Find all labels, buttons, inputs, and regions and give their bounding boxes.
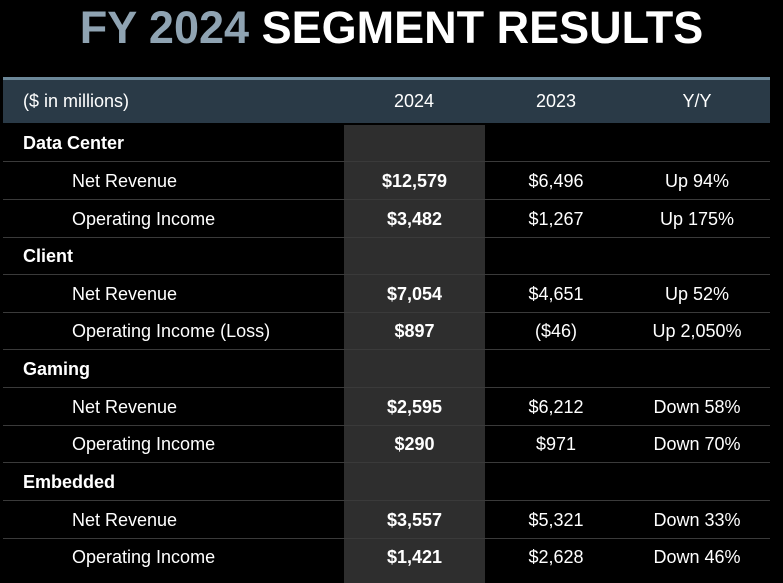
table-row: Net Revenue $3,557 $5,321 Down 33% <box>3 502 770 539</box>
segment-label: Embedded <box>23 472 116 492</box>
table-row: Net Revenue $12,579 $6,496 Up 94% <box>3 163 770 200</box>
value-2024: $3,557 <box>386 510 443 530</box>
value-2024: $290 <box>394 434 435 454</box>
title-main: SEGMENT RESULTS <box>261 2 704 53</box>
segment-row-gaming: Gaming <box>3 351 770 388</box>
segment-label: Client <box>23 246 74 266</box>
segment-row-embedded: Embedded <box>3 464 770 501</box>
value-2024: $1,421 <box>386 547 443 567</box>
table-row: Operating Income (Loss) $897 ($46) Up 2,… <box>3 313 770 350</box>
value-2023: $5,321 <box>528 510 584 530</box>
table-row: Net Revenue $2,595 $6,212 Down 58% <box>3 389 770 426</box>
value-2024: $12,579 <box>381 171 448 191</box>
value-yy: Down 33% <box>653 510 741 530</box>
table-row: Operating Income $3,482 $1,267 Up 175% <box>3 201 770 238</box>
title-prefix: FY 2024 <box>79 2 250 53</box>
value-2024: $3,482 <box>386 209 443 229</box>
row-label: Net Revenue <box>72 510 178 530</box>
value-yy: Up 175% <box>659 209 735 229</box>
table-header: ($ in millions) 2024 2023 Y/Y <box>3 77 770 123</box>
segment-row-client: Client <box>3 238 770 275</box>
value-2023: ($46) <box>534 321 578 341</box>
table-row: Operating Income $1,421 $2,628 Down 46% <box>3 539 770 576</box>
header-col-yy: Y/Y <box>682 91 712 111</box>
value-2024: $897 <box>394 321 435 341</box>
table-row: Net Revenue $7,054 $4,651 Up 52% <box>3 276 770 313</box>
header-units-label: ($ in millions) <box>23 91 130 111</box>
row-label: Net Revenue <box>72 397 178 417</box>
row-label: Net Revenue <box>72 171 178 191</box>
value-yy: Down 58% <box>653 397 741 417</box>
value-yy: Down 46% <box>653 547 741 567</box>
segment-row-data-center: Data Center <box>3 125 770 162</box>
header-col-2023: 2023 <box>535 91 577 111</box>
row-label: Operating Income <box>72 547 216 567</box>
highlight-column-2024 <box>344 125 485 583</box>
value-2023: $4,651 <box>528 284 584 304</box>
value-2023: $6,212 <box>528 397 584 417</box>
value-2023: $2,628 <box>528 547 584 567</box>
value-yy: Up 52% <box>664 284 730 304</box>
segment-label: Data Center <box>23 133 125 153</box>
row-label: Operating Income <box>72 434 216 454</box>
value-2023: $971 <box>535 434 577 454</box>
value-2023: $1,267 <box>528 209 584 229</box>
segment-label: Gaming <box>23 359 91 379</box>
value-2024: $2,595 <box>386 397 443 417</box>
page-title: FY 2024 SEGMENT RESULTS <box>0 2 783 54</box>
row-label: Operating Income (Loss) <box>72 321 271 341</box>
value-yy: Down 70% <box>653 434 741 454</box>
row-label: Net Revenue <box>72 284 178 304</box>
value-2024: $7,054 <box>386 284 443 304</box>
row-label: Operating Income <box>72 209 216 229</box>
header-col-2024: 2024 <box>393 91 435 111</box>
value-yy: Up 2,050% <box>652 321 742 341</box>
table-row: Operating Income $290 $971 Down 70% <box>3 426 770 463</box>
value-yy: Up 94% <box>664 171 730 191</box>
value-2023: $6,496 <box>528 171 584 191</box>
